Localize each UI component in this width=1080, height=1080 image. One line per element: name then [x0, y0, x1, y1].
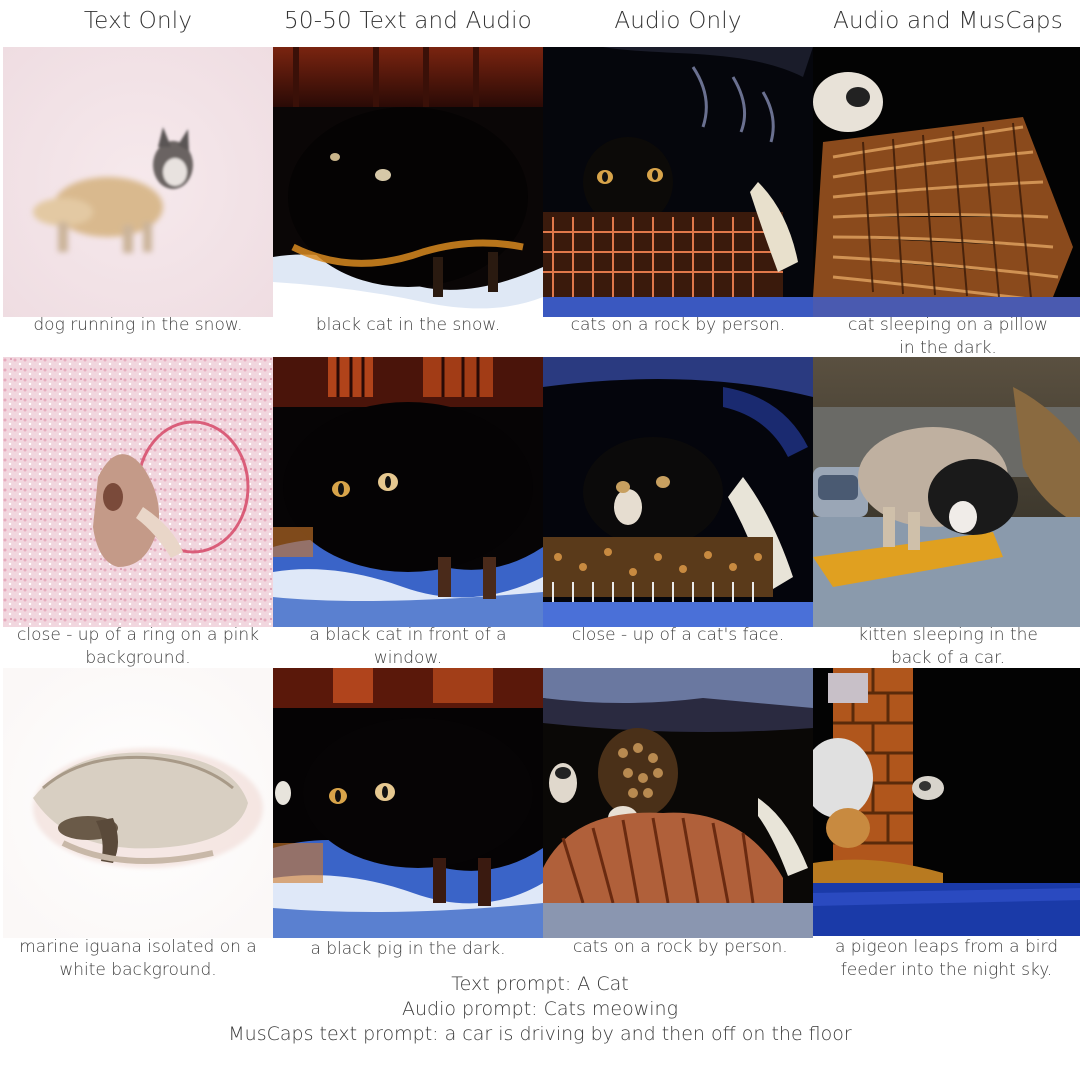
image-row1-audio-only [543, 47, 813, 317]
caption-row1-text-only: dog running in the snow. [33, 315, 243, 335]
column-header-audio-only: Audio Only [614, 8, 742, 34]
footer-text-prompt: Text prompt: A Cat [451, 973, 629, 995]
footer-muscaps-prompt: MusCaps text prompt: a car is driving by… [228, 1023, 852, 1045]
image-row2-audio-only [543, 357, 813, 627]
caption-row1-audio-muscaps: cat sleeping on a pillow in the dark. [848, 315, 1048, 358]
image-row3-audio-only [543, 668, 813, 938]
image-row1-audio-muscaps [813, 47, 1080, 317]
caption-row2-audio-muscaps: kitten sleeping in the back of a car. [858, 625, 1038, 668]
column-header-fifty-fifty: 50-50 Text and Audio [284, 8, 532, 34]
image-row2-audio-muscaps [813, 357, 1080, 627]
image-row3-text-only [3, 668, 273, 938]
caption-row3-audio-muscaps: a pigeon leaps from a bird feeder into t… [813, 936, 1080, 982]
footer-audio-prompt: Audio prompt: Cats meowing [402, 998, 678, 1020]
caption-row2-text-only: close - up of a ring on a pink backgroun… [17, 625, 259, 668]
image-row2-fifty-fifty [273, 357, 543, 627]
column-header-text-only: Text Only [83, 8, 193, 34]
image-row1-fifty-fifty [273, 47, 543, 317]
caption-row2-fifty-fifty: a black cat in front of a window. [309, 625, 507, 668]
column-header-audio-muscaps: Audio and MusCaps [833, 8, 1063, 34]
caption-row1-audio-only: cats on a rock by person. [570, 315, 786, 335]
image-row3-fifty-fifty [273, 668, 543, 938]
image-row1-text-only [3, 47, 273, 317]
caption-row3-fifty-fifty: a black pig in the dark. [310, 939, 506, 959]
image-row2-text-only [3, 357, 273, 627]
caption-row3-text-only: marine iguana isolated on a white backgr… [19, 937, 257, 980]
caption-row1-fifty-fifty: black cat in the snow. [315, 315, 501, 335]
caption-row3-audio-only: cats on a rock by person. [573, 937, 788, 957]
caption-row2-audio-only: close - up of a cat's face. [571, 625, 785, 645]
image-row3-audio-muscaps [813, 668, 1080, 938]
